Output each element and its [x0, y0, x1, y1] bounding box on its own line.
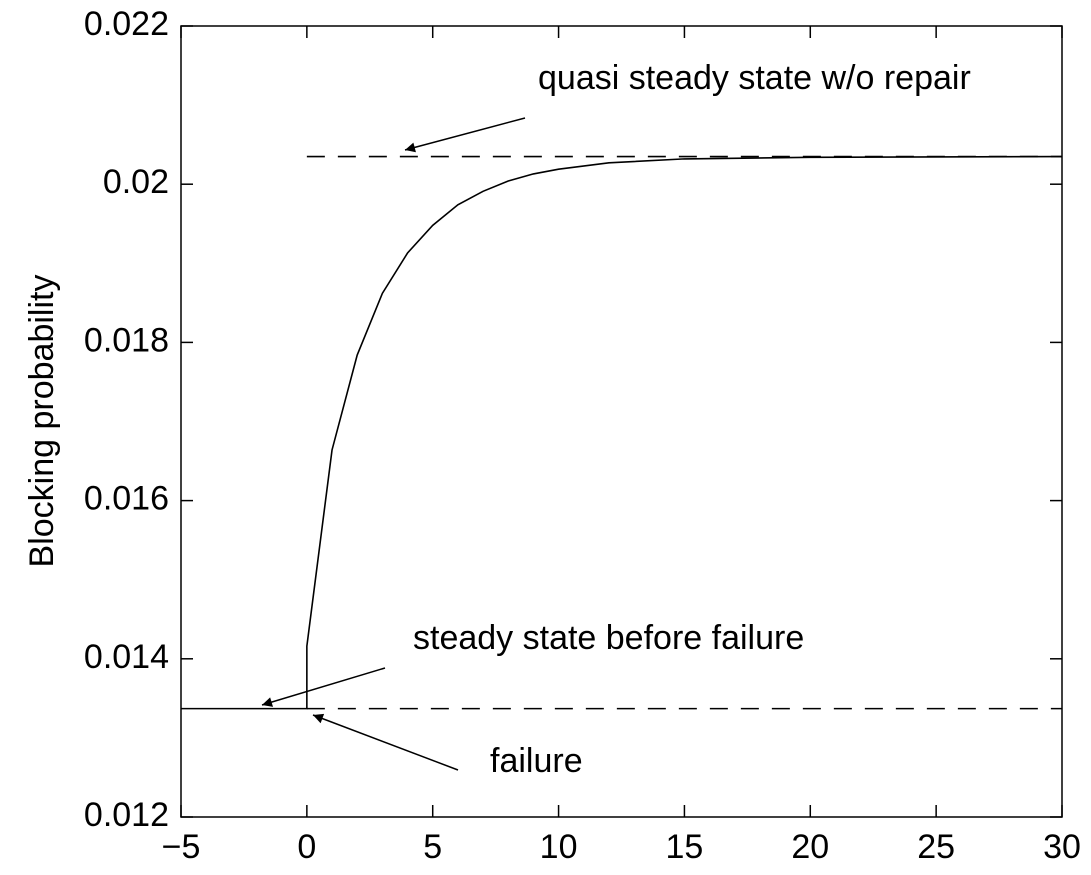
annotation: failure: [490, 742, 583, 780]
annotation-arrow: [404, 117, 526, 153]
annotation-arrow: [312, 713, 459, 771]
x-tick-label: 30: [1043, 828, 1081, 866]
x-tick-label: 20: [791, 828, 829, 866]
x-tick-label: 5: [423, 828, 442, 866]
y-tick-label: 0.016: [84, 480, 169, 518]
data-line: [181, 155, 1063, 710]
y-axis-label: Blocking probability: [23, 275, 61, 568]
y-tick-label: 0.02: [103, 163, 169, 201]
plot-frame: [180, 25, 1063, 818]
x-tick-label: 15: [666, 828, 704, 866]
x-tick-label: 25: [917, 828, 955, 866]
y-tick-label: 0.018: [84, 321, 169, 359]
annotation-arrow: [261, 667, 386, 707]
x-tick-label: 10: [540, 828, 578, 866]
y-tick-label: 0.014: [84, 638, 169, 676]
x-tick-label: −5: [162, 828, 201, 866]
x-tick-label: 0: [297, 828, 316, 866]
annotation: steady state before failure: [413, 619, 804, 657]
annotation: quasi steady state w/o repair: [538, 59, 971, 97]
y-tick-label: 0.022: [84, 5, 169, 43]
y-tick-label: 0.012: [84, 796, 169, 834]
